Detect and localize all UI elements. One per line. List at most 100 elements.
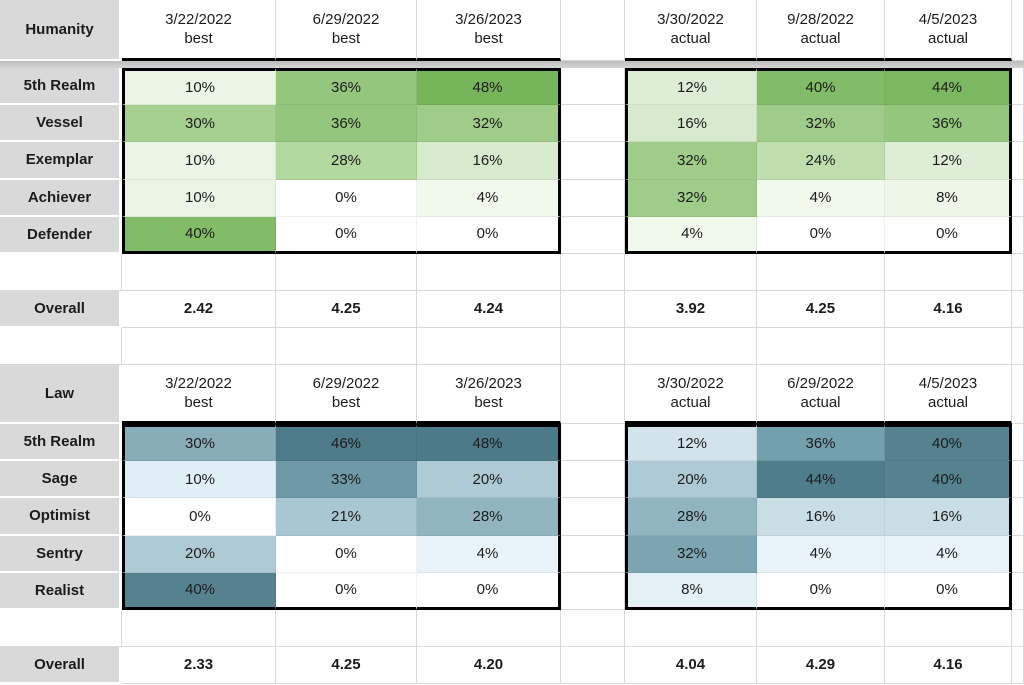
heatmap-cell[interactable]: 40% (122, 216, 276, 254)
heatmap-cell[interactable]: 4% (757, 535, 885, 573)
overall-label-cell[interactable]: Overall (0, 290, 122, 328)
empty-cell[interactable] (276, 327, 417, 365)
heatmap-cell[interactable]: 0% (417, 572, 561, 610)
heatmap-cell[interactable]: 32% (625, 179, 757, 217)
row-label-cell[interactable]: Defender (0, 216, 122, 254)
heatmap-cell[interactable]: 10% (122, 461, 276, 499)
spacer-cell[interactable] (1012, 423, 1024, 462)
overall-value-cell[interactable]: 4.20 (417, 646, 561, 684)
empty-cell[interactable] (276, 253, 417, 291)
heatmap-cell[interactable]: 0% (885, 572, 1012, 610)
spacer-cell[interactable] (561, 535, 625, 573)
heatmap-cell[interactable]: 4% (417, 179, 561, 217)
spacer-cell[interactable] (561, 142, 625, 180)
heatmap-cell[interactable]: 36% (885, 105, 1012, 143)
heatmap-cell[interactable]: 4% (625, 216, 757, 254)
spacer-cell[interactable] (1012, 105, 1024, 143)
heatmap-cell[interactable]: 0% (276, 216, 417, 254)
heatmap-cell[interactable]: 20% (122, 535, 276, 573)
spacer-cell[interactable] (561, 646, 625, 684)
empty-cell[interactable] (561, 253, 625, 291)
spacer-cell[interactable] (561, 423, 625, 462)
empty-cell[interactable] (561, 609, 625, 647)
empty-cell[interactable] (122, 253, 276, 291)
empty-cell[interactable] (417, 609, 561, 647)
heatmap-cell[interactable]: 4% (885, 535, 1012, 573)
column-header-best[interactable]: 3/26/2023 best (417, 0, 561, 61)
heatmap-cell[interactable]: 32% (757, 105, 885, 143)
overall-value-cell[interactable]: 3.92 (625, 290, 757, 328)
empty-cell[interactable] (417, 253, 561, 291)
column-header-actual[interactable]: 3/30/2022 actual (625, 364, 757, 424)
heatmap-cell[interactable]: 46% (276, 423, 417, 462)
empty-cell[interactable] (757, 253, 885, 291)
row-label-cell[interactable]: Sage (0, 461, 122, 499)
empty-cell[interactable] (625, 253, 757, 291)
overall-value-cell[interactable]: 2.42 (122, 290, 276, 328)
overall-value-cell[interactable]: 4.24 (417, 290, 561, 328)
column-header-best[interactable]: 3/22/2022 best (122, 0, 276, 61)
empty-cell[interactable] (625, 609, 757, 647)
heatmap-cell[interactable]: 30% (122, 423, 276, 462)
spacer-cell[interactable] (1012, 461, 1024, 499)
spacer-cell[interactable] (561, 68, 625, 106)
heatmap-cell[interactable]: 10% (122, 142, 276, 180)
heatmap-cell[interactable]: 40% (122, 572, 276, 610)
heatmap-cell[interactable]: 33% (276, 461, 417, 499)
empty-cell[interactable] (625, 327, 757, 365)
heatmap-cell[interactable]: 16% (417, 142, 561, 180)
heatmap-cell[interactable]: 36% (276, 68, 417, 106)
overall-value-cell[interactable]: 4.16 (885, 290, 1012, 328)
row-label-cell[interactable]: Sentry (0, 535, 122, 573)
heatmap-cell[interactable]: 12% (625, 423, 757, 462)
heatmap-cell[interactable]: 28% (276, 142, 417, 180)
spacer-cell[interactable] (561, 216, 625, 254)
empty-cell[interactable] (757, 609, 885, 647)
spacer-cell[interactable] (561, 498, 625, 536)
row-label-cell[interactable]: Achiever (0, 179, 122, 217)
heatmap-cell[interactable]: 40% (885, 461, 1012, 499)
heatmap-cell[interactable]: 16% (757, 498, 885, 536)
heatmap-cell[interactable]: 36% (757, 423, 885, 462)
empty-cell[interactable] (757, 327, 885, 365)
empty-cell[interactable] (1012, 327, 1024, 365)
overall-value-cell[interactable]: 4.16 (885, 646, 1012, 684)
heatmap-cell[interactable]: 0% (276, 535, 417, 573)
spacer-cell[interactable] (561, 290, 625, 328)
spacer-cell[interactable] (1012, 0, 1024, 61)
spacer-cell[interactable] (1012, 498, 1024, 536)
heatmap-cell[interactable]: 0% (757, 572, 885, 610)
empty-cell[interactable] (885, 609, 1012, 647)
empty-cell[interactable] (0, 327, 122, 365)
empty-cell[interactable] (0, 253, 122, 291)
spacer-cell[interactable] (561, 105, 625, 143)
heatmap-cell[interactable]: 28% (625, 498, 757, 536)
heatmap-cell[interactable]: 40% (885, 423, 1012, 462)
spacer-cell[interactable] (1012, 535, 1024, 573)
overall-label-cell[interactable]: Overall (0, 646, 122, 684)
empty-cell[interactable] (1012, 253, 1024, 291)
column-header-actual[interactable]: 3/30/2022 actual (625, 0, 757, 61)
row-label-cell[interactable]: 5th Realm (0, 68, 122, 106)
spacer-cell[interactable] (561, 461, 625, 499)
column-header-best[interactable]: 6/29/2022 best (276, 0, 417, 61)
overall-value-cell[interactable]: 4.25 (276, 290, 417, 328)
heatmap-cell[interactable]: 10% (122, 68, 276, 106)
column-header-actual[interactable]: 9/28/2022 actual (757, 0, 885, 61)
overall-value-cell[interactable]: 2.33 (122, 646, 276, 684)
heatmap-cell[interactable]: 8% (625, 572, 757, 610)
spacer-cell[interactable] (1012, 646, 1024, 684)
column-header-actual[interactable]: 6/29/2022 actual (757, 364, 885, 424)
column-header-actual[interactable]: 4/5/2023 actual (885, 0, 1012, 61)
heatmap-cell[interactable]: 44% (885, 68, 1012, 106)
empty-cell[interactable] (885, 327, 1012, 365)
spacer-cell[interactable] (561, 179, 625, 217)
overall-value-cell[interactable]: 4.25 (276, 646, 417, 684)
spacer-cell[interactable] (1012, 216, 1024, 254)
heatmap-cell[interactable]: 20% (625, 461, 757, 499)
spacer-cell[interactable] (1012, 68, 1024, 106)
heatmap-cell[interactable]: 16% (885, 498, 1012, 536)
heatmap-cell[interactable]: 20% (417, 461, 561, 499)
heatmap-cell[interactable]: 32% (625, 535, 757, 573)
column-header-best[interactable]: 3/26/2023 best (417, 364, 561, 424)
